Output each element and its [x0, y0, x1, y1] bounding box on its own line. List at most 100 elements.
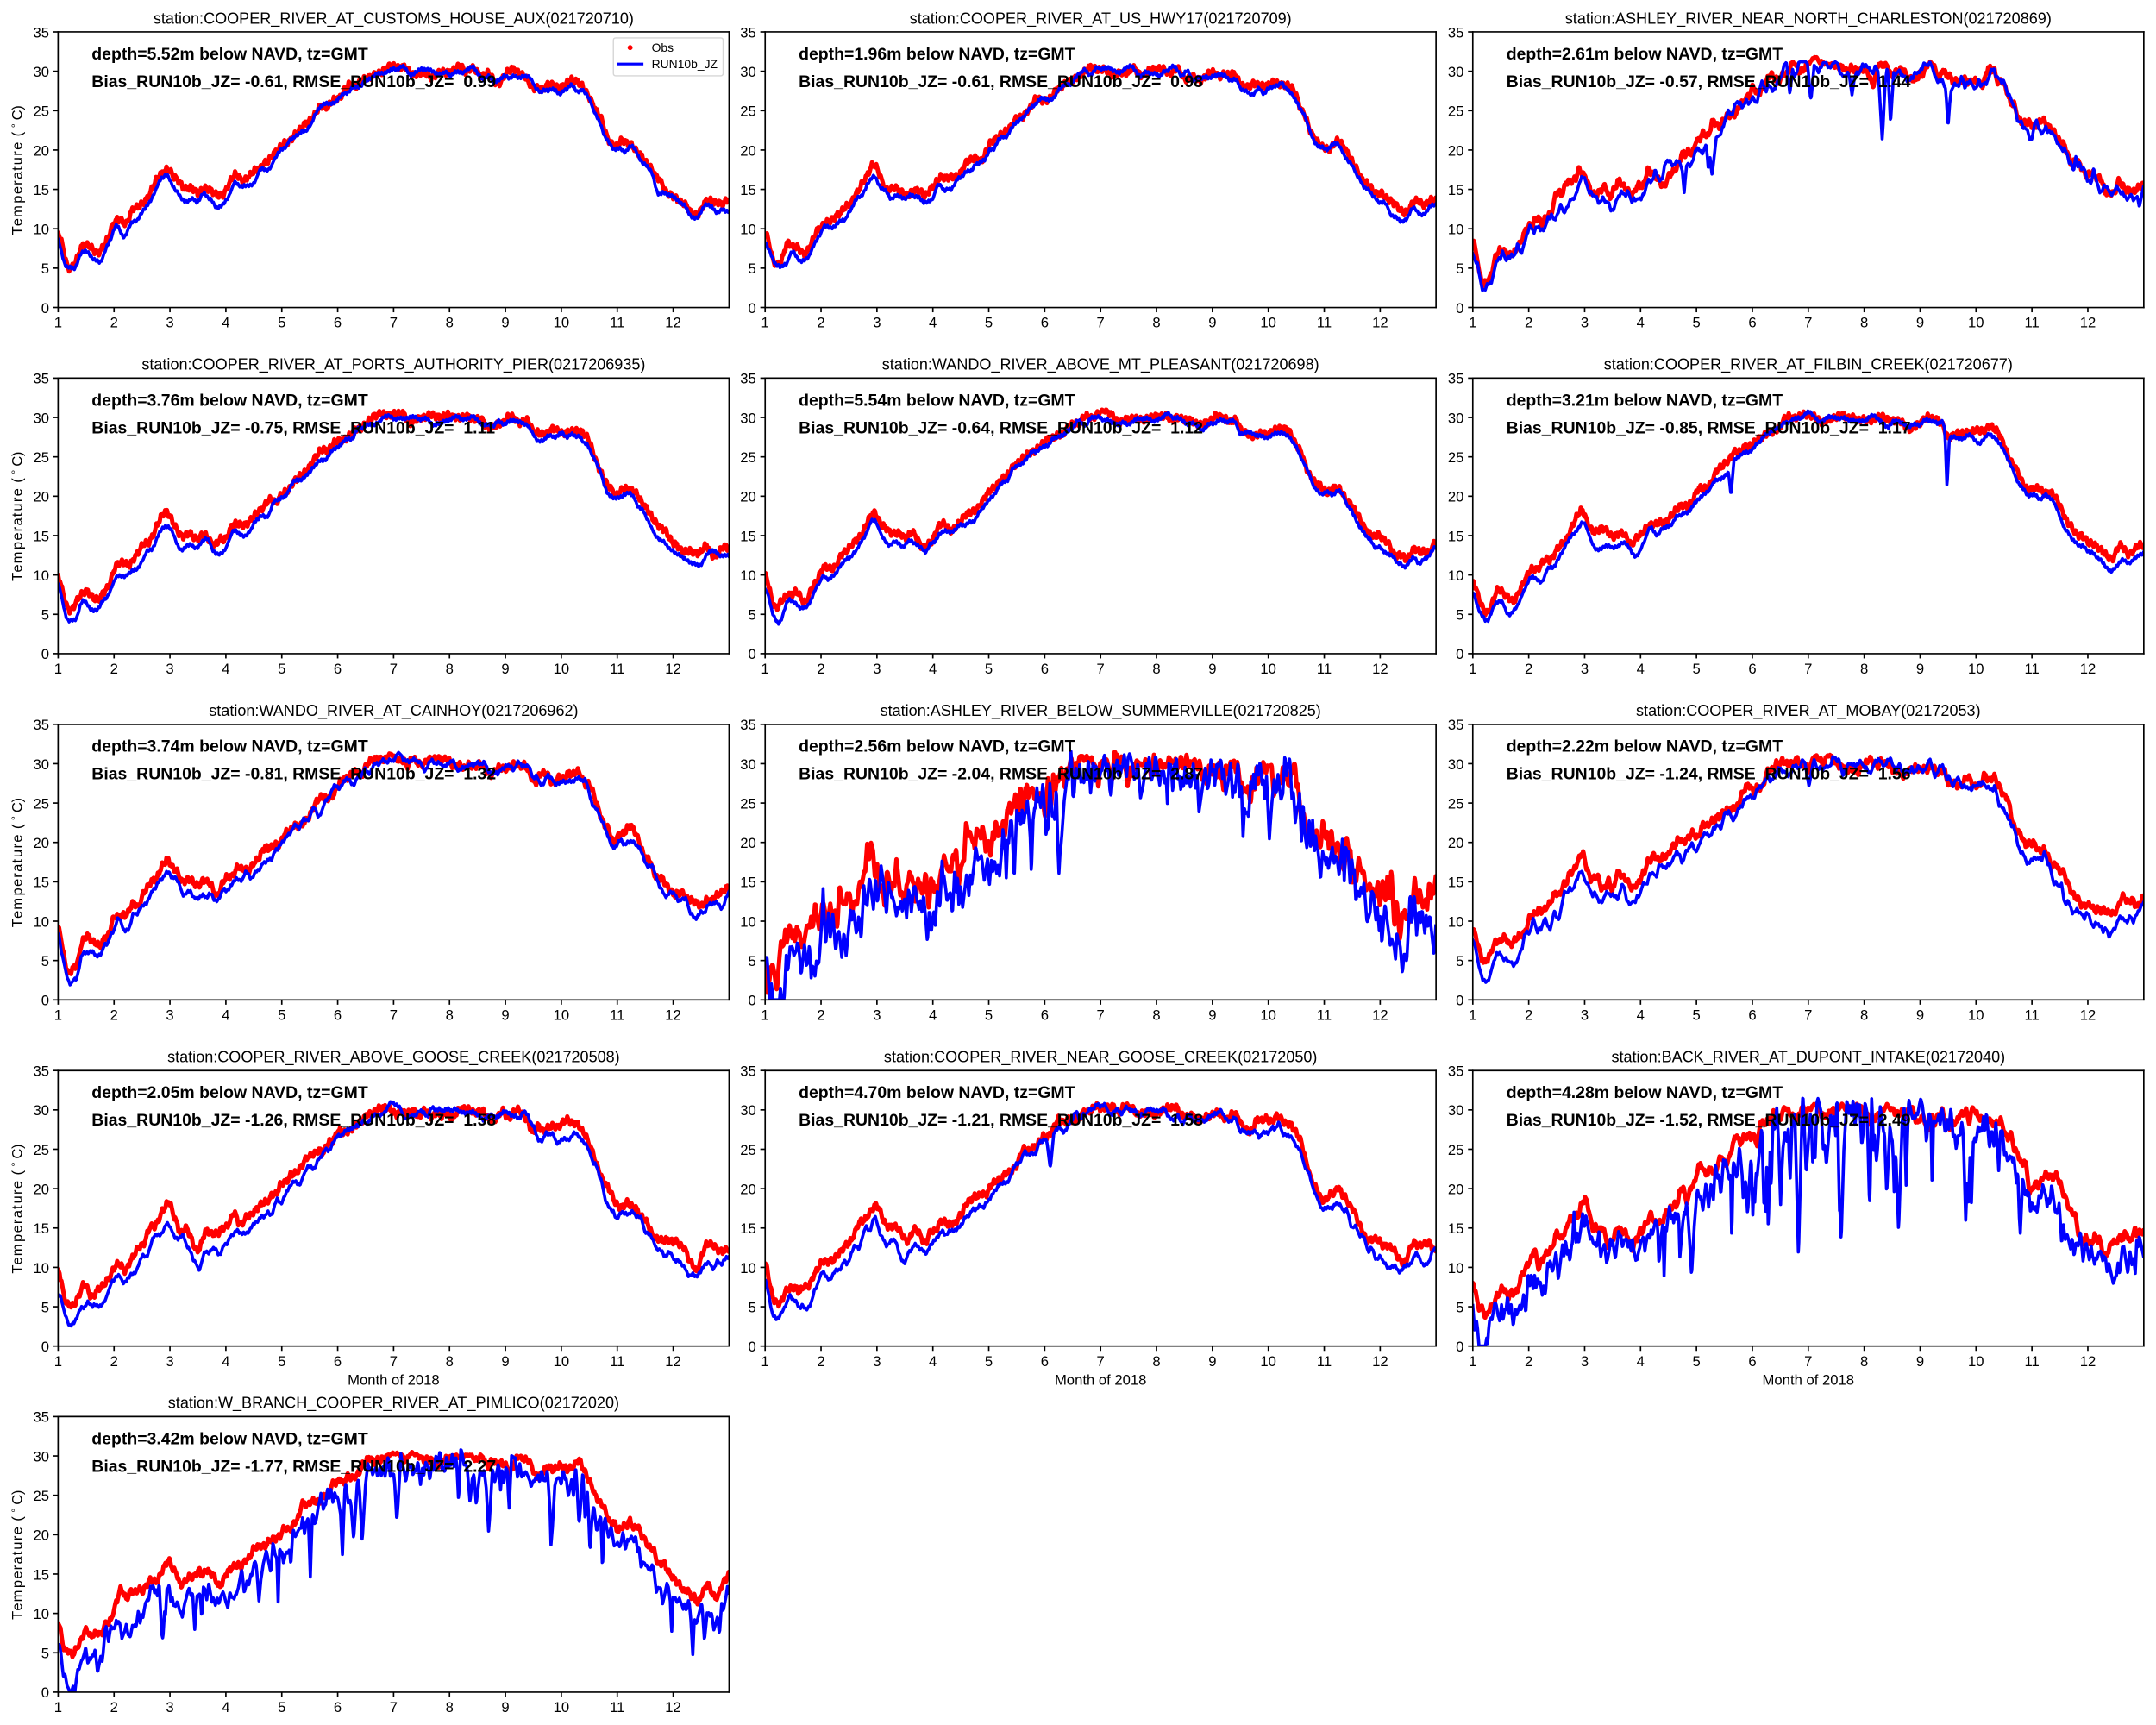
svg-text:10: 10 [1260, 315, 1276, 331]
svg-text:11: 11 [610, 1699, 624, 1716]
svg-text:30: 30 [33, 64, 49, 80]
svg-text:15: 15 [1448, 528, 1464, 544]
svg-text:1: 1 [54, 1007, 62, 1023]
svg-text:3: 3 [1581, 1353, 1589, 1370]
svg-text:5: 5 [749, 1299, 756, 1315]
svg-text:7: 7 [1097, 1007, 1105, 1023]
svg-text:station:ASHLEY_RIVER_NEAR_NORT: station:ASHLEY_RIVER_NEAR_NORTH_CHARLEST… [1565, 9, 2052, 28]
svg-text:3: 3 [166, 661, 173, 677]
svg-text:7: 7 [1804, 1353, 1812, 1370]
svg-text:35: 35 [33, 1063, 49, 1080]
svg-text:1: 1 [761, 315, 769, 331]
svg-text:depth=5.52m below NAVD, tz=GMT: depth=5.52m below NAVD, tz=GMT [91, 45, 368, 64]
svg-text:depth=4.70m below NAVD, tz=GMT: depth=4.70m below NAVD, tz=GMT [799, 1083, 1075, 1102]
svg-text:8: 8 [1152, 661, 1160, 677]
svg-text:6: 6 [334, 1007, 342, 1023]
svg-text:1: 1 [1469, 315, 1476, 331]
svg-text:9: 9 [501, 1699, 509, 1716]
svg-text:12: 12 [1372, 1353, 1388, 1370]
svg-text:10: 10 [1260, 661, 1276, 677]
svg-text:5: 5 [1456, 953, 1463, 969]
svg-text:Bias_RUN10b_JZ= -1.21, RMSE_RU: Bias_RUN10b_JZ= -1.21, RMSE_RUN10b_JZ= 1… [799, 1111, 1203, 1130]
svg-text:5: 5 [278, 315, 285, 331]
svg-text:35: 35 [33, 717, 49, 733]
svg-text:4: 4 [222, 661, 229, 677]
svg-text:7: 7 [1097, 1353, 1105, 1370]
svg-text:3: 3 [166, 1353, 173, 1370]
svg-text:1: 1 [1469, 1007, 1476, 1023]
svg-text:12: 12 [665, 661, 681, 677]
svg-text:Bias_RUN10b_JZ= -0.75, RMSE_RU: Bias_RUN10b_JZ= -0.75, RMSE_RUN10b_JZ= 1… [91, 418, 495, 437]
svg-text:20: 20 [33, 489, 49, 505]
svg-text:9: 9 [1916, 1007, 1924, 1023]
svg-text:5: 5 [1693, 661, 1701, 677]
svg-text:11: 11 [1317, 1007, 1332, 1023]
svg-text:12: 12 [665, 1007, 681, 1023]
svg-text:10: 10 [740, 222, 756, 238]
svg-text:8: 8 [446, 1353, 454, 1370]
svg-text:10: 10 [1448, 913, 1464, 930]
svg-text:2: 2 [817, 315, 824, 331]
svg-text:3: 3 [166, 1007, 173, 1023]
svg-text:8: 8 [446, 1007, 454, 1023]
svg-text:2: 2 [110, 315, 118, 331]
svg-text:30: 30 [1448, 756, 1464, 773]
svg-text:25: 25 [1448, 1142, 1464, 1158]
svg-text:35: 35 [33, 24, 49, 41]
svg-text:30: 30 [740, 756, 756, 773]
svg-text:5: 5 [1456, 1299, 1463, 1315]
svg-text:station:ASHLEY_RIVER_BELOW_SUM: station:ASHLEY_RIVER_BELOW_SUMMERVILLE(0… [881, 702, 1321, 720]
svg-text:11: 11 [1317, 315, 1332, 331]
svg-text:20: 20 [1448, 142, 1464, 159]
svg-text:25: 25 [1448, 449, 1464, 466]
svg-text:station:WANDO_RIVER_AT_CAINHOY: station:WANDO_RIVER_AT_CAINHOY(021720696… [209, 702, 578, 720]
svg-text:8: 8 [1860, 1007, 1868, 1023]
svg-text:30: 30 [33, 756, 49, 773]
svg-text:1: 1 [761, 1353, 769, 1370]
svg-text:10: 10 [1968, 661, 1984, 677]
svg-text:25: 25 [33, 449, 49, 466]
svg-text:20: 20 [33, 1527, 49, 1544]
svg-text:10: 10 [554, 1007, 570, 1023]
svg-text:0: 0 [749, 300, 756, 317]
svg-text:0: 0 [749, 646, 756, 662]
svg-text:5: 5 [749, 260, 756, 277]
svg-text:7: 7 [1804, 661, 1812, 677]
svg-text:10: 10 [554, 661, 570, 677]
svg-text:1: 1 [1469, 1353, 1476, 1370]
svg-text:station:COOPER_RIVER_NEAR_GOOS: station:COOPER_RIVER_NEAR_GOOSE_CREEK(02… [884, 1048, 1318, 1066]
svg-text:25: 25 [740, 104, 756, 120]
svg-text:9: 9 [1208, 1353, 1216, 1370]
svg-text:6: 6 [1748, 315, 1756, 331]
svg-text:9: 9 [501, 1007, 509, 1023]
svg-text:9: 9 [1208, 661, 1216, 677]
svg-text:15: 15 [740, 528, 756, 544]
svg-text:15: 15 [33, 1566, 49, 1583]
svg-text:2: 2 [1525, 315, 1532, 331]
svg-text:7: 7 [1097, 661, 1105, 677]
svg-text:4: 4 [222, 1007, 229, 1023]
svg-text:11: 11 [2024, 1353, 2039, 1370]
svg-text:Bias_RUN10b_JZ= -1.52, RMSE_RU: Bias_RUN10b_JZ= -1.52, RMSE_RUN10b_JZ= 2… [1507, 1111, 1911, 1130]
svg-text:12: 12 [665, 1353, 681, 1370]
svg-text:11: 11 [610, 1007, 624, 1023]
svg-text:6: 6 [1041, 1353, 1049, 1370]
svg-text:depth=3.74m below NAVD, tz=GMT: depth=3.74m below NAVD, tz=GMT [91, 737, 368, 756]
svg-text:15: 15 [740, 1220, 756, 1237]
svg-text:1: 1 [761, 661, 769, 677]
svg-text:station:W_BRANCH_COOPER_RIVER_: station:W_BRANCH_COOPER_RIVER_AT_PIMLICO… [168, 1395, 619, 1413]
svg-text:25: 25 [1448, 104, 1464, 120]
svg-text:8: 8 [446, 1699, 454, 1716]
svg-text:35: 35 [1448, 717, 1464, 733]
svg-text:5: 5 [278, 1699, 285, 1716]
svg-text:Bias_RUN10b_JZ= -0.61, RMSE_RU: Bias_RUN10b_JZ= -0.61, RMSE_RUN10b_JZ= 0… [91, 72, 496, 91]
svg-text:12: 12 [665, 1699, 681, 1716]
svg-text:3: 3 [1581, 1007, 1589, 1023]
svg-text:15: 15 [33, 875, 49, 891]
svg-text:30: 30 [33, 410, 49, 426]
svg-text:5: 5 [278, 1007, 285, 1023]
svg-text:30: 30 [1448, 64, 1464, 80]
svg-text:depth=1.96m below NAVD, tz=GMT: depth=1.96m below NAVD, tz=GMT [799, 45, 1075, 64]
svg-text:0: 0 [749, 993, 756, 1009]
svg-text:11: 11 [610, 661, 624, 677]
